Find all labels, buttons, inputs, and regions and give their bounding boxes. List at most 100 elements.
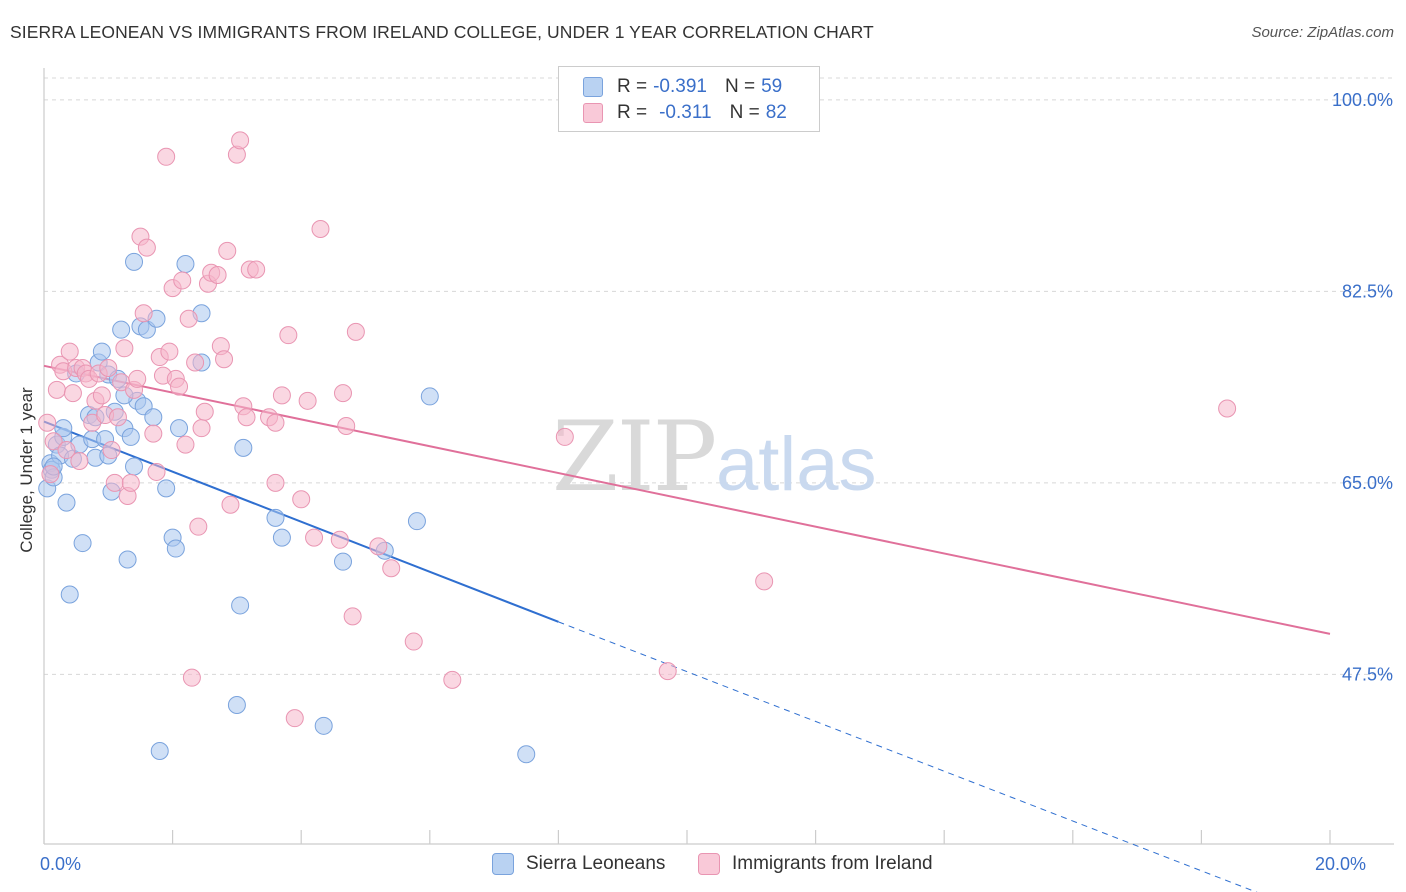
point-ireland-immigrant (176, 435, 195, 454)
point-sierra-leonean (166, 539, 185, 558)
point-ireland-immigrant (38, 413, 57, 432)
point-ireland-immigrant (121, 473, 140, 492)
point-ireland-immigrant (404, 632, 423, 651)
point-sierra-leonean (125, 457, 144, 476)
y-tick-label: 82.5% (1342, 281, 1393, 301)
point-ireland-immigrant (305, 528, 324, 547)
point-ireland-immigrant (192, 419, 211, 438)
point-ireland-immigrant (658, 662, 677, 681)
gridlines (44, 77, 1394, 675)
r-label: R = (617, 102, 648, 123)
point-ireland-immigrant (189, 517, 208, 536)
point-sierra-leonean (144, 408, 163, 427)
point-ireland-immigrant (57, 441, 76, 460)
n-value-sierra-leoneans: 59 (761, 76, 783, 97)
point-ireland-immigrant (215, 350, 234, 369)
point-sierra-leonean (170, 419, 189, 438)
legend-swatch-pink (583, 103, 603, 123)
bottom-legend-swatch-pink (698, 853, 720, 875)
stats-legend: R = -0.391 N = 59 R = -0.311 N = 82 (558, 66, 820, 132)
point-ireland-immigrant (231, 131, 250, 150)
y-tick-label: 65.0% (1342, 473, 1393, 493)
point-ireland-immigrant (63, 384, 82, 403)
point-ireland-immigrant (237, 408, 256, 427)
point-ireland-immigrant (292, 490, 311, 509)
point-ireland-immigrant (160, 342, 179, 361)
y-tick-label: 100.0% (1332, 90, 1393, 110)
y-tick-label: 47.5% (1342, 664, 1393, 684)
n-label: N = (724, 76, 756, 97)
trend-line-sierra-leoneans (43, 420, 559, 623)
point-ireland-immigrant (173, 271, 192, 290)
x-tick-label: 20.0% (1315, 854, 1366, 874)
point-ireland-immigrant (99, 358, 118, 377)
point-ireland-immigrant (330, 530, 349, 549)
point-ireland-immigrant (346, 322, 365, 341)
point-ireland-immigrant (218, 241, 237, 260)
chart-title: SIERRA LEONEAN VS IMMIGRANTS FROM IRELAN… (10, 22, 874, 42)
point-ireland-immigrant (272, 386, 291, 405)
point-ireland-immigrant (208, 265, 227, 284)
y-axis-label: College, Under 1 year (17, 387, 36, 553)
legend-swatch-blue (583, 77, 603, 97)
point-ireland-immigrant (555, 427, 574, 446)
point-ireland-immigrant (144, 424, 163, 443)
point-sierra-leonean (92, 342, 111, 361)
point-sierra-leonean (60, 585, 79, 604)
point-ireland-immigrant (92, 386, 111, 405)
x-tick-label: 0.0% (40, 854, 81, 874)
point-ireland-immigrant (337, 416, 356, 435)
point-sierra-leonean (121, 427, 140, 446)
point-ireland-immigrant (298, 391, 317, 410)
point-ireland-immigrant (44, 432, 63, 451)
bottom-legend-label-immigrants-ireland: Immigrants from Ireland (732, 853, 933, 874)
point-ireland-immigrant (105, 473, 124, 492)
point-sierra-leonean (266, 508, 285, 527)
n-value-immigrants-ireland: 82 (765, 102, 787, 123)
point-sierra-leonean (57, 493, 76, 512)
watermark-atlas: atlas (716, 422, 877, 507)
legend-row-sierra-leoneans: R = -0.391 N = 59 (583, 74, 782, 100)
point-ireland-immigrant (279, 326, 298, 345)
point-ireland-immigrant (102, 441, 121, 460)
point-ireland-immigrant (157, 147, 176, 166)
point-sierra-leonean (517, 745, 536, 764)
point-ireland-immigrant (186, 353, 205, 372)
axes (43, 68, 1394, 845)
point-ireland-immigrant (70, 452, 89, 470)
point-ireland-immigrant (195, 402, 214, 421)
point-sierra-leonean (150, 741, 169, 760)
point-ireland-immigrant (755, 572, 774, 591)
point-ireland-immigrant (134, 304, 153, 323)
data-points (38, 131, 1237, 764)
point-ireland-immigrant (266, 473, 285, 492)
watermark: ZIP atlas (552, 401, 877, 513)
point-ireland-immigrant (311, 220, 330, 239)
point-sierra-leonean (234, 438, 253, 457)
point-ireland-immigrant (285, 709, 304, 728)
bottom-legend-swatch-blue (492, 853, 514, 875)
point-ireland-immigrant (128, 369, 147, 388)
trend-line-immigrants-ireland (43, 364, 1331, 635)
point-ireland-immigrant (60, 342, 79, 361)
legend-row-immigrants-ireland: R = -0.311 N = 82 (583, 100, 787, 126)
trend-lines (43, 364, 1331, 892)
point-ireland-immigrant (266, 413, 285, 432)
point-sierra-leonean (231, 596, 250, 615)
point-ireland-immigrant (333, 384, 352, 403)
point-ireland-immigrant (41, 465, 60, 484)
point-ireland-immigrant (1218, 399, 1237, 418)
point-sierra-leonean (118, 550, 137, 569)
source-label: Source: ZipAtlas.com (1251, 24, 1394, 41)
point-sierra-leonean (407, 512, 426, 531)
point-ireland-immigrant (182, 668, 201, 687)
point-sierra-leonean (73, 534, 92, 553)
point-ireland-immigrant (443, 670, 462, 689)
point-ireland-immigrant (137, 238, 156, 257)
point-ireland-immigrant (247, 260, 266, 279)
point-ireland-immigrant (221, 495, 240, 514)
r-label: R = (617, 76, 648, 97)
point-sierra-leonean (333, 552, 352, 571)
point-sierra-leonean (125, 252, 144, 271)
point-ireland-immigrant (170, 377, 189, 396)
